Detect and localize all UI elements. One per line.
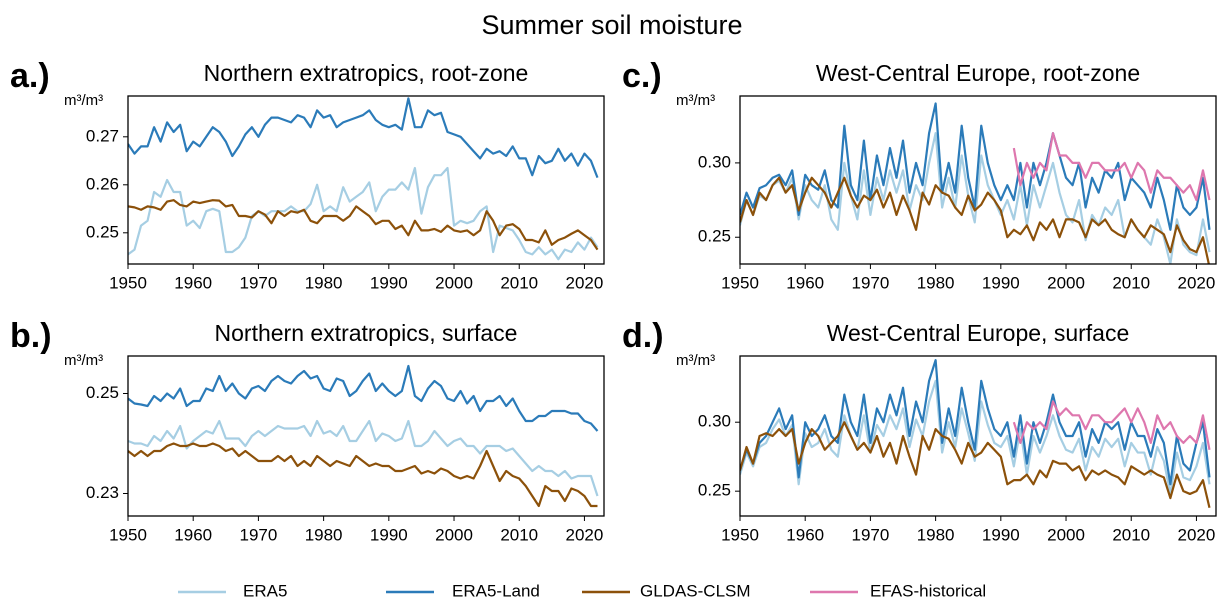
- x-tick-label: 1980: [917, 525, 955, 544]
- x-tick-label: 1990: [370, 273, 408, 292]
- x-tick-label: 2020: [566, 525, 604, 544]
- subplot-title: Northern extratropics, root-zone: [204, 60, 529, 86]
- y-tick-label: 0.26: [86, 174, 119, 193]
- x-tick-label: 1960: [786, 525, 824, 544]
- x-tick-label: 1990: [370, 525, 408, 544]
- y-tick-label: 0.25: [86, 383, 119, 402]
- x-tick-label: 1990: [982, 525, 1020, 544]
- x-tick-label: 1950: [109, 273, 147, 292]
- series-line: [740, 359, 1211, 486]
- legend: ERA5 ERA5-Land GLDAS-CLSM EFAS-historica…: [178, 581, 986, 600]
- x-tick-label: 2000: [435, 525, 473, 544]
- axes-frame: [739, 355, 1217, 517]
- x-tick-label: 1990: [982, 273, 1020, 292]
- x-tick-label: 1980: [305, 273, 343, 292]
- x-tick-label: 2000: [1047, 273, 1085, 292]
- y-tick-label: 0.27: [86, 126, 119, 145]
- axes-frame: [127, 95, 605, 265]
- plot-area: [128, 364, 599, 508]
- series-line: [740, 421, 1211, 508]
- y-tick-label: 0.30: [698, 152, 731, 171]
- x-tick-label: 1950: [721, 525, 759, 544]
- plot-area: [740, 359, 1211, 508]
- legend-label: ERA5-Land: [452, 581, 540, 600]
- y-axis-label: m³/m³: [676, 352, 715, 369]
- x-tick-label: 2020: [566, 273, 604, 292]
- x-tick-label: 2010: [500, 525, 538, 544]
- y-tick-label: 0.25: [698, 227, 731, 246]
- series-line: [1012, 400, 1211, 450]
- y-tick-label: 0.25: [698, 481, 731, 500]
- plot-area: [128, 97, 599, 261]
- subplot: a.) Northern extratropics, root-zone m³/m³…: [10, 57, 605, 292]
- panel-label: b.): [10, 317, 52, 355]
- panel-label: c.): [622, 57, 662, 95]
- series-line: [128, 442, 598, 508]
- x-tick-label: 2000: [1047, 525, 1085, 544]
- subplot-title: Northern extratropics, surface: [215, 320, 518, 346]
- subplot-title: West-Central Europe, root-zone: [816, 60, 1140, 86]
- series-line: [128, 419, 599, 497]
- legend-label: EFAS-historical: [870, 581, 986, 600]
- series-line: [128, 199, 599, 251]
- series-line: [128, 97, 599, 178]
- x-tick-label: 1960: [174, 273, 212, 292]
- legend-label: GLDAS-CLSM: [640, 581, 751, 600]
- series-line: [740, 379, 1211, 496]
- panel-label: a.): [10, 57, 50, 95]
- x-tick-label: 1960: [174, 525, 212, 544]
- y-axis-label: m³/m³: [64, 352, 103, 369]
- y-axis-label: m³/m³: [676, 92, 715, 109]
- series-line: [128, 364, 599, 432]
- x-tick-label: 1970: [851, 525, 889, 544]
- y-axis-label: m³/m³: [64, 92, 103, 109]
- y-tick-label: 0.23: [86, 483, 119, 502]
- subplot: d.) West-Central Europe, surface m³/m³ 1950…: [622, 317, 1217, 544]
- x-tick-label: 1950: [721, 273, 759, 292]
- series-line: [1012, 132, 1211, 202]
- x-tick-label: 1960: [786, 273, 824, 292]
- plot-area: [740, 102, 1211, 264]
- panel-label: d.): [622, 317, 664, 355]
- x-tick-label: 1970: [851, 273, 889, 292]
- x-tick-label: 2010: [500, 273, 538, 292]
- axes-frame: [739, 95, 1217, 265]
- x-tick-label: 2010: [1112, 273, 1150, 292]
- series-line: [740, 176, 1210, 264]
- x-tick-label: 1980: [305, 525, 343, 544]
- y-tick-label: 0.30: [698, 412, 731, 431]
- axes-frame: [127, 355, 605, 517]
- x-tick-label: 1980: [917, 273, 955, 292]
- y-tick-label: 0.25: [86, 222, 119, 241]
- figure-title: Summer soil moisture: [481, 10, 742, 40]
- x-tick-label: 2020: [1178, 525, 1216, 544]
- x-tick-label: 1970: [239, 273, 277, 292]
- x-tick-label: 2000: [435, 273, 473, 292]
- x-tick-label: 1970: [239, 525, 277, 544]
- x-tick-label: 2020: [1178, 273, 1216, 292]
- x-tick-label: 2010: [1112, 525, 1150, 544]
- subplot-title: West-Central Europe, surface: [827, 320, 1130, 346]
- subplot: b.) Northern extratropics, surface m³/m³ 19…: [10, 317, 605, 544]
- series-line: [128, 166, 599, 261]
- subplot: c.) West-Central Europe, root-zone m³/m³ 19…: [622, 57, 1217, 292]
- x-tick-label: 1950: [109, 525, 147, 544]
- legend-label: ERA5: [243, 581, 287, 600]
